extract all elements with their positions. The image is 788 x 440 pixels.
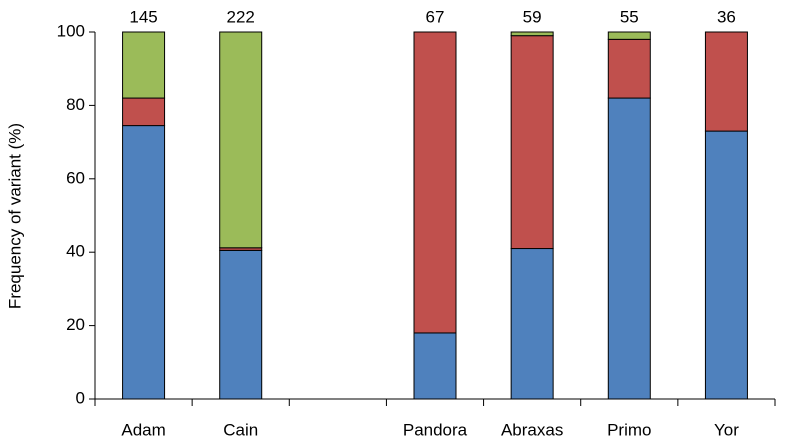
y-tick-label: 40 [66,242,85,261]
y-tick-label: 20 [66,315,85,334]
bar-segment [510,35,554,250]
bar-segment [510,31,554,37]
x-tick-label: Abraxas [501,420,563,439]
y-tick-label: 80 [66,95,85,114]
bar-segment [607,31,651,40]
bar-segment [413,332,457,400]
bar-segment [413,31,457,334]
bar-segment [219,31,263,249]
x-tick-label: Primo [607,420,651,439]
bar-annotation: 145 [129,7,157,26]
x-tick-label: Pandora [403,420,468,439]
y-tick-label: 0 [76,388,85,407]
bar-segment [219,249,263,400]
x-tick-label: Adam [121,420,165,439]
bar-annotation: 55 [620,7,639,26]
x-tick-label: Cain [223,420,258,439]
bar-annotation: 59 [523,7,542,26]
y-axis-label: Frequency of variant (%) [5,123,24,309]
bar-segment [122,97,166,127]
bar-segment [510,248,554,400]
x-tick-label: Yor [714,420,739,439]
bar-annotation: 222 [227,7,255,26]
bar-segment [122,31,166,99]
y-tick-label: 100 [57,21,85,40]
bar-segment [122,125,166,400]
bar-segment [704,130,748,400]
bar-annotation: 67 [426,7,445,26]
bar-segment [704,31,748,132]
bar-segment [607,38,651,99]
bar-annotation: 36 [717,7,736,26]
bar-segment [607,97,651,400]
y-tick-label: 60 [66,168,85,187]
